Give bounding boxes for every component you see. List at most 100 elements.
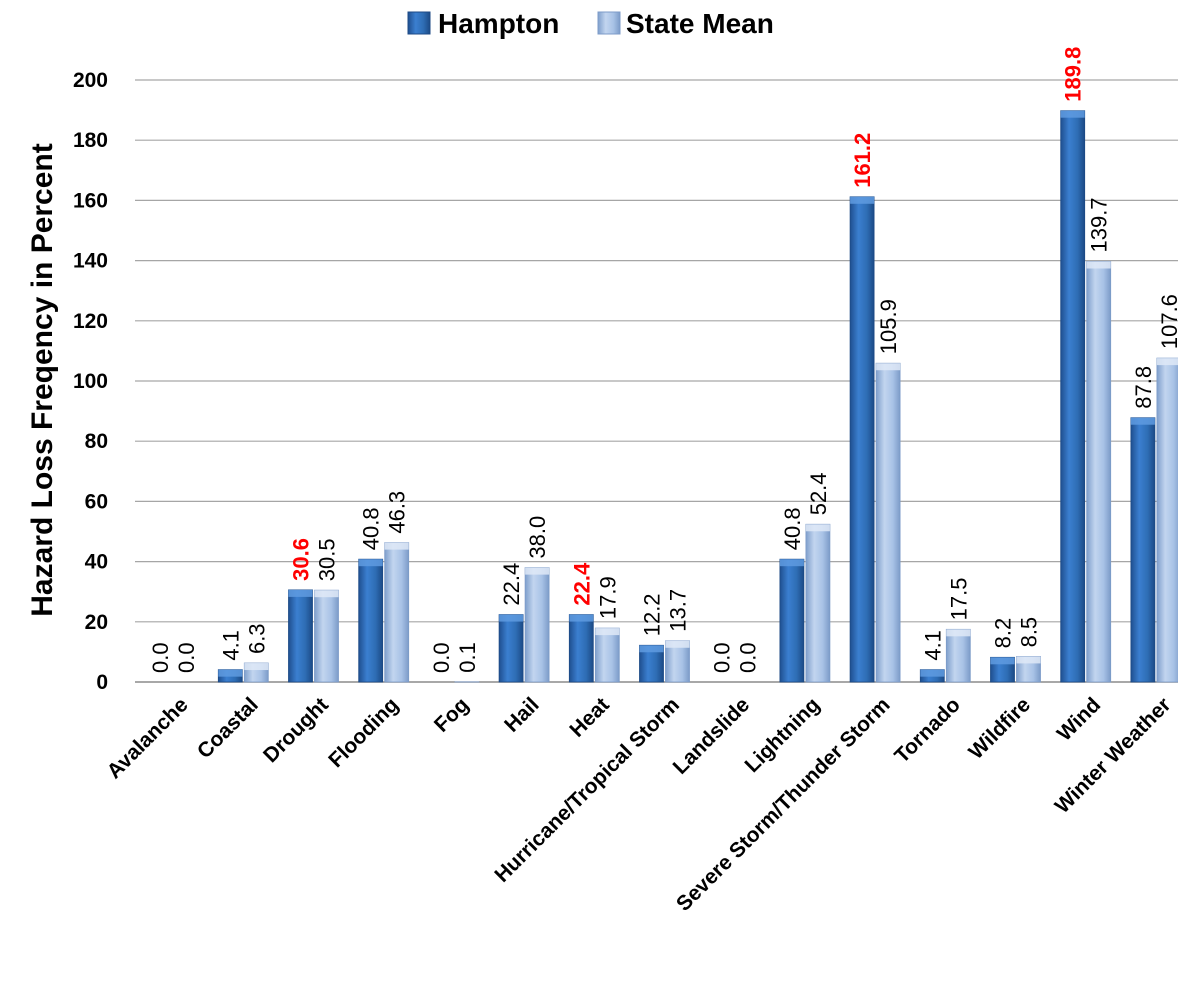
bar-top-hampton-drought <box>288 589 313 597</box>
bar-hampton-heat <box>568 614 594 683</box>
x-tick-label-fog: Fog <box>430 693 473 736</box>
data-label-state-mean-avalanche: 0.0 <box>174 642 199 673</box>
legend-item-hampton: Hampton <box>407 8 559 39</box>
x-tick-label-wildfire: Wildfire <box>964 693 1035 764</box>
data-label-hampton-flooding: 40.8 <box>359 507 384 550</box>
bar-top-state-mean-tornado <box>946 629 971 637</box>
legend-swatch-hampton <box>407 11 431 35</box>
y-tick-label-20: 20 <box>85 611 108 634</box>
data-label-hampton-severe-storm-thunder-storm: 161.2 <box>850 133 875 188</box>
bar-top-hampton-hail <box>499 614 524 622</box>
y-tick-label-0: 0 <box>96 671 108 694</box>
y-axis-label: Hazard Loss Freqency in Percent <box>26 143 59 617</box>
bar-top-hampton-heat <box>569 614 594 622</box>
data-label-hampton-coastal: 4.1 <box>218 630 243 661</box>
bar-top-state-mean-wildfire <box>1016 656 1041 664</box>
bar-top-hampton-flooding <box>358 559 383 567</box>
data-label-hampton-wind: 189.8 <box>1061 47 1086 102</box>
x-tick-label-flooding: Flooding <box>324 693 403 772</box>
data-label-state-mean-flooding: 46.3 <box>385 491 410 534</box>
data-label-state-mean-fog: 0.1 <box>455 642 480 673</box>
bar-top-hampton-severe-storm-thunder-storm <box>850 196 875 204</box>
bar-state-mean-tornado <box>945 628 971 683</box>
bar-hampton-lightning <box>779 558 805 683</box>
data-label-state-mean-hail: 38.0 <box>525 516 550 559</box>
bar-top-state-mean-flooding <box>384 542 409 550</box>
y-tick-label-140: 140 <box>73 250 108 273</box>
bar-top-hampton-wildfire <box>990 657 1015 665</box>
data-label-hampton-winter-weather: 87.8 <box>1131 366 1156 409</box>
bar-top-state-mean-coastal <box>244 663 269 671</box>
x-tick-label-avalanche: Avalanche <box>103 693 193 783</box>
bar-state-mean-wind <box>1086 261 1112 683</box>
y-axis-ticks: 0 20 40 60 80 100 120 140 160 180 200 <box>73 69 108 694</box>
bar-state-mean-heat <box>594 627 620 683</box>
y-tick-label-100: 100 <box>73 370 108 393</box>
data-label-hampton-tornado: 4.1 <box>920 630 945 661</box>
data-label-hampton-heat: 22.4 <box>569 562 594 606</box>
data-label-state-mean-wind: 139.7 <box>1087 197 1112 252</box>
y-tick-label-180: 180 <box>73 129 108 152</box>
data-label-state-mean-winter-weather: 107.6 <box>1157 294 1178 349</box>
data-label-state-mean-lightning: 52.4 <box>806 472 831 515</box>
x-tick-label-drought: Drought <box>259 693 333 767</box>
data-label-state-mean-landslide: 0.0 <box>736 642 761 673</box>
x-tick-label-heat: Heat <box>565 693 613 741</box>
legend-label-hampton: Hampton <box>438 8 559 39</box>
bar-top-state-mean-hail <box>525 567 550 575</box>
bar-top-state-mean-lightning <box>805 524 830 532</box>
bar-top-state-mean-heat <box>595 628 620 636</box>
data-label-hampton-hurricane-tropical-storm: 12.2 <box>640 593 665 636</box>
bar-hampton-wind <box>1060 110 1086 683</box>
legend-item-state-mean: State Mean <box>597 8 774 39</box>
x-tick-label-coastal: Coastal <box>193 693 263 763</box>
y-tick-label-200: 200 <box>73 69 108 92</box>
legend: Hampton State Mean <box>407 8 774 39</box>
bar-state-mean-drought <box>314 589 339 683</box>
y-tick-label-160: 160 <box>73 189 108 212</box>
bar-top-state-mean-severe-storm-thunder-storm <box>876 363 901 371</box>
x-tick-label-hail: Hail <box>500 693 543 736</box>
bar-state-mean-flooding <box>384 542 410 683</box>
bar-top-state-mean-drought <box>314 590 339 598</box>
bar-state-mean-lightning <box>805 523 831 683</box>
data-label-hampton-hail: 22.4 <box>499 563 524 606</box>
data-label-hampton-drought: 30.6 <box>289 538 314 581</box>
y-tick-label-120: 120 <box>73 310 108 333</box>
bar-top-hampton-hurricane-tropical-storm <box>639 645 664 653</box>
x-tick-label-tornado: Tornado <box>890 693 965 768</box>
data-label-state-mean-hurricane-tropical-storm: 13.7 <box>666 589 691 632</box>
data-label-state-mean-heat: 17.9 <box>595 576 620 619</box>
y-tick-label-40: 40 <box>85 551 108 574</box>
bar-top-hampton-winter-weather <box>1130 417 1155 425</box>
data-label-hampton-lightning: 40.8 <box>780 507 805 550</box>
bar-state-mean-hail <box>524 567 550 683</box>
y-tick-label-60: 60 <box>85 490 108 513</box>
bar-top-hampton-tornado <box>920 669 945 677</box>
data-label-state-mean-coastal: 6.3 <box>244 623 269 654</box>
data-label-hampton-landslide: 0.0 <box>710 642 735 673</box>
data-label-hampton-avalanche: 0.0 <box>148 642 173 673</box>
x-tick-label-wind: Wind <box>1053 693 1105 745</box>
legend-label-state-mean: State Mean <box>626 8 774 39</box>
legend-swatch-state-mean <box>597 11 621 35</box>
data-labels: 0.0 0.0 4.1 6.330.6 30.540.8 46.30.0 0.122.438… <box>148 47 1178 673</box>
bar-top-hampton-wind <box>1060 110 1085 118</box>
bar-top-state-mean-wind <box>1086 261 1111 269</box>
bar-hampton-severe-storm-thunder-storm <box>849 196 875 683</box>
bar-top-hampton-coastal <box>218 669 243 677</box>
bar-state-mean-severe-storm-thunder-storm <box>875 362 901 683</box>
data-label-state-mean-tornado: 17.5 <box>946 577 971 620</box>
data-label-state-mean-drought: 30.5 <box>315 538 340 581</box>
bar-top-hampton-lightning <box>779 559 804 567</box>
x-tick-label-landslide: Landslide <box>669 693 755 779</box>
bar-state-mean-winter-weather <box>1156 357 1178 683</box>
y-tick-label-80: 80 <box>85 430 108 453</box>
bar-top-state-mean-hurricane-tropical-storm <box>665 640 690 648</box>
bar-hampton-flooding <box>358 558 384 683</box>
bar-hampton-winter-weather <box>1130 417 1156 683</box>
bars <box>217 110 1178 683</box>
bar-top-state-mean-winter-weather <box>1156 358 1178 366</box>
